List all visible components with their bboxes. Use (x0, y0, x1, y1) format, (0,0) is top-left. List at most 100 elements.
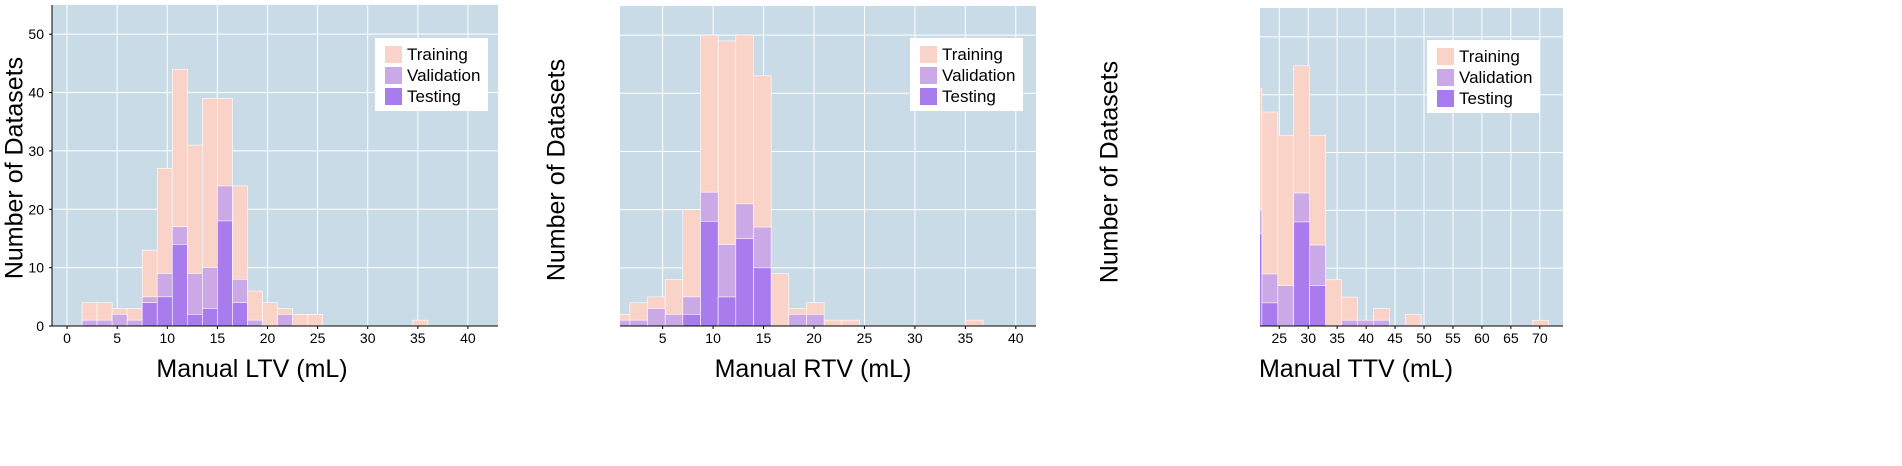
x-axis-title: Manual TTV (mL) (1258, 355, 1454, 383)
bar-validation (81, 319, 98, 327)
x-tick-label: 15 (210, 330, 226, 346)
bar-validation (664, 314, 684, 327)
legend-swatch-validation (385, 67, 402, 84)
legend-swatch-testing (1437, 90, 1454, 107)
x-tick-label: 55 (1445, 330, 1461, 346)
histogram-ltv: 0 5 10 15 20 25 30 35 40 0 10 20 30 40 50 (28, 5, 498, 346)
bar-testing (682, 314, 701, 327)
bar-validation (806, 314, 825, 327)
bar-validation (788, 314, 807, 327)
legend-label-testing: Testing (407, 86, 461, 106)
legend-label-training: Training (942, 44, 1003, 64)
chart-panel-ltv: 0 5 10 15 20 25 30 35 40 0 10 20 30 40 50 Training Val… (0, 0, 620, 466)
legend-item-validation: Validation (385, 65, 480, 86)
x-tick-label: 40 (1008, 330, 1024, 346)
y-axis-title: Number of Datasets (542, 58, 571, 282)
chart-panel-ttv: 051015202530354045505560657001020304050 … (1096, 0, 1902, 466)
bar-testing (735, 238, 754, 327)
y-tick-label: 30 (28, 143, 44, 159)
bar-testing (156, 296, 173, 327)
legend-item-training: Training (385, 44, 480, 65)
bar-training (1325, 279, 1342, 327)
bar-training (770, 273, 790, 327)
x-tick-label: 50 (1416, 330, 1432, 346)
bar-training (1404, 314, 1422, 327)
x-tick-label: 25 (1271, 330, 1287, 346)
legend-label-testing: Testing (942, 86, 996, 106)
x-tick-label: 30 (360, 330, 376, 346)
legend-swatch-testing (385, 88, 402, 105)
legend-swatch-training (385, 46, 402, 63)
bar-validation (96, 319, 113, 327)
y-tick-label: 20 (28, 201, 44, 217)
x-tick-label: 65 (1503, 330, 1519, 346)
x-tick-label: 60 (1474, 330, 1490, 346)
legend-swatch-training (1437, 48, 1454, 65)
bar-testing (232, 302, 248, 327)
x-tick-label: 30 (907, 330, 923, 346)
bar-testing (217, 220, 233, 327)
y-axis-title: Number of Datasets (0, 56, 29, 280)
bar-testing (1309, 285, 1326, 327)
bar-validation (1341, 319, 1358, 327)
legend-label-training: Training (1459, 46, 1520, 66)
bar-training (1532, 319, 1549, 327)
y-axis-title: Number of Datasets (1095, 60, 1124, 284)
x-tick-label: 45 (1387, 330, 1403, 346)
bar-validation (277, 314, 293, 327)
x-tick-label: 25 (310, 330, 326, 346)
x-tick-label: 10 (705, 330, 721, 346)
legend-ttv: Training Validation Testing (1427, 40, 1541, 113)
bar-training (823, 319, 843, 327)
legend-ltv: Training Validation Testing (375, 38, 489, 111)
legend-item-validation: Validation (1437, 67, 1532, 88)
y-tick-label: 0 (36, 318, 44, 334)
legend-rtv: Training Validation Testing (910, 38, 1024, 111)
x-tick-label: 30 (1300, 330, 1316, 346)
bar-training (965, 319, 984, 327)
histogram-ttv: 051015202530354045505560657001020304050 (1260, 8, 1563, 346)
x-tick-label: 15 (756, 330, 772, 346)
bar-testing (1261, 302, 1279, 327)
bar-training (292, 314, 308, 327)
x-tick-label: 5 (113, 330, 121, 346)
legend-label-testing: Testing (1459, 88, 1513, 108)
x-tick-label: 35 (958, 330, 974, 346)
legend-label-validation: Validation (1459, 67, 1533, 87)
bar-testing (753, 267, 772, 327)
x-tick-label: 40 (460, 330, 476, 346)
bar-validation (1373, 319, 1390, 327)
bar-testing (187, 314, 203, 327)
legend-item-training: Training (1437, 46, 1532, 67)
x-tick-label: 70 (1532, 330, 1548, 346)
x-tick-label: 10 (159, 330, 175, 346)
bar-testing (171, 243, 188, 327)
x-tick-label: 25 (857, 330, 873, 346)
bar-training (262, 302, 278, 327)
y-tick-label: 50 (28, 26, 44, 42)
legend-item-training: Training (920, 44, 1015, 65)
legend-swatch-training (920, 46, 937, 63)
legend-item-testing: Testing (385, 86, 480, 107)
bar-training (307, 314, 323, 327)
x-tick-label: 35 (1329, 330, 1345, 346)
bar-training (412, 319, 429, 327)
bar-validation (1277, 285, 1295, 327)
bar-validation (629, 319, 648, 327)
x-tick-label: 35 (410, 330, 426, 346)
bar-testing (141, 302, 158, 327)
bar-testing (202, 308, 218, 327)
bar-training (841, 319, 860, 327)
x-axis-title: Manual RTV (mL) (714, 355, 912, 383)
legend-label-validation: Validation (942, 65, 1016, 85)
bar-validation (620, 319, 631, 327)
legend-label-training: Training (407, 44, 468, 64)
x-tick-label: 20 (806, 330, 822, 346)
legend-swatch-validation (1437, 69, 1454, 86)
bar-testing (700, 220, 719, 327)
bar-validation (126, 319, 143, 327)
legend-item-validation: Validation (920, 65, 1015, 86)
x-tick-label: 0 (63, 330, 71, 346)
